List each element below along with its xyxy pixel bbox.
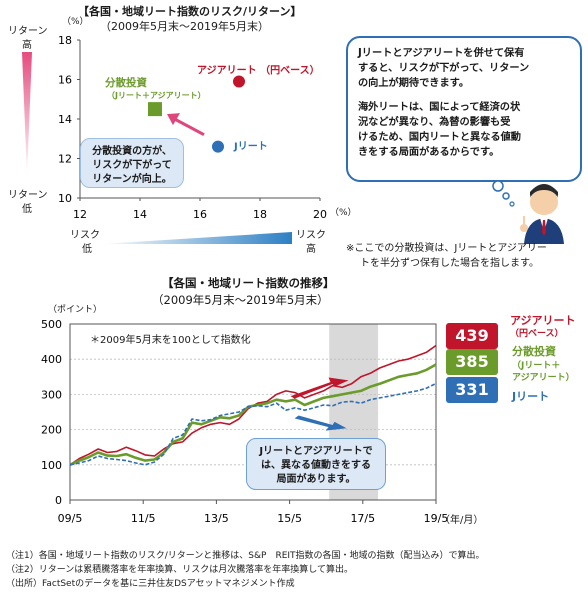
x-tick-label: 14 (133, 208, 147, 221)
y-tick-label: 500 (41, 318, 62, 331)
diversification-callout: 分散投資の方が、 リスクが下がって リターンが向上。 (80, 138, 184, 188)
x-tick-label: 17/5 (350, 512, 375, 525)
y-tick-label: 12 (58, 153, 72, 166)
y-tick-label: 14 (58, 113, 72, 126)
dist-legend-1: 分散投資 (512, 345, 556, 358)
risk-high-label-1: リスク (296, 230, 326, 241)
y-tick-label: 200 (41, 424, 62, 437)
y-tick-label: 18 (58, 34, 72, 47)
y-tick-label: 16 (58, 74, 72, 87)
callout-line-3: リターンが向上。 (92, 174, 172, 185)
return-high-label-2: 高 (22, 40, 32, 51)
y-tick-label: 300 (41, 388, 62, 401)
dist-legend-3: アジアリート） (512, 370, 575, 383)
divergence-callout: Jリートとアジアリートで は、異なる値動きをする 局面があります。 (246, 438, 386, 490)
divergence-line-3: 局面があります。 (276, 474, 356, 485)
risk-low-label-2: 低 (82, 244, 92, 255)
return-low-label-2: 低 (22, 204, 32, 215)
asia-legend-2: （円ベース） (510, 329, 564, 339)
y-tick-label: 100 (41, 459, 62, 472)
speech-line-6: けるため、国内リートと異なる値動 (358, 132, 521, 143)
asia-reit-point-label: アジアリート （円ベース） (197, 63, 320, 76)
advisor-person-icon (492, 180, 564, 244)
plot-frame (69, 323, 437, 501)
y-tick-label: 10 (58, 192, 72, 205)
diversified-point (148, 102, 162, 117)
distribution-footnote-2: トを半分ずつ保有した場合を指します。 (360, 258, 539, 269)
bottom-x-unit: （年/月） (440, 515, 484, 526)
divergence-line-1: Jリートとアジアリートで (259, 446, 373, 457)
x-tick-label: 16 (193, 208, 207, 221)
j-legend: Jリート (512, 390, 550, 403)
explanation-speech-box: Jリートとアジアリートを併せて保有 すると、リスクが下がって、リターン の向上が… (346, 36, 582, 182)
bottom-title-line1: 【各国・地域リート指数の推移】 (162, 276, 335, 290)
j-down-arrow (294, 415, 347, 431)
dist-legend-2a: （Jリート＋ (512, 361, 561, 371)
improvement-arrow-head (167, 113, 180, 126)
return-gradient-bar (22, 52, 32, 176)
note-3: （出所）FactSetのデータを基に三井住友DSアセットマネジメント作成 (6, 579, 295, 589)
x-tick-label: 12 (73, 208, 87, 221)
improvement-arrow-shaft (170, 115, 205, 136)
j-reit-line (69, 382, 437, 466)
index-note: ＊2009年5月末を100として指数化 (90, 335, 251, 346)
x-tick-label: 20 (313, 208, 327, 221)
top-title-line2: （2009年5月末～2019年5月末） (100, 20, 269, 33)
speech-line-2: すると、リスクが下がって、リターン (358, 63, 530, 74)
asia-legend-1: アジアリート (510, 314, 576, 327)
reit-index-chart: 0 100 200 300 400 500 09/5 11/5 13/5 15/5 17/5 19/5 (41, 318, 449, 525)
top-y-unit: （%） (62, 17, 89, 27)
top-x-unit: （%） (330, 208, 357, 218)
dist-legend-2: （Jリート＋ (512, 358, 560, 371)
divergence-line-2: は、異なる値動きをする (261, 460, 371, 471)
speech-line-3: の向上が期待できます。 (358, 78, 470, 89)
j-reit-point-label: Jリート (233, 141, 268, 153)
note-1: （注1）各国・地域リート指数のリスク/リターンと推移は、S&P REIT指数の各… (6, 551, 485, 561)
speech-line-4: 海外リートは、国によって経済の状 (358, 102, 521, 113)
top-title-line1: 【各国・地域リート指数のリスク/リターン】 (78, 5, 302, 18)
asia-value-badge: 439 (446, 323, 498, 349)
return-high-label-1: リターン (8, 26, 48, 37)
j-value-badge: 331 (446, 377, 498, 403)
risk-low-label-1: リスク (70, 230, 100, 241)
asia-up-arrow (290, 377, 349, 399)
y-tick-label: 400 (41, 353, 62, 366)
return-low-label-1: リターン (8, 190, 48, 201)
bottom-title-line2: （2009年5月末～2019年5月末） (152, 293, 329, 307)
speech-line-7: きをする局面があるからです。 (358, 147, 500, 158)
distribution-footnote-1: ※ここでの分散投資は、Jリートとアジアリー (346, 243, 547, 254)
x-tick-label: 13/5 (204, 512, 229, 525)
x-tick-label: 11/5 (131, 512, 156, 525)
risk-high-label-2: 高 (306, 244, 316, 255)
note-2: （注2）リターンは累積騰落率を年率換算、リスクは月次騰落率を年率換算して算出。 (6, 565, 354, 575)
j-reit-point (212, 140, 224, 153)
dist-legend-3b: ） (565, 373, 575, 383)
diversified-point-sublabel: （Jリート＋アジアリート） (107, 90, 206, 100)
speech-line-1: Jリートとアジアリートを併せて保有 (358, 48, 525, 59)
bottom-y-unit: （ポイント） (48, 305, 103, 315)
asia-reit-point (233, 75, 245, 88)
speech-line-5: 況などが異なり、為替の影響も受 (358, 117, 511, 128)
callout-line-2: リスクが下がって (92, 160, 172, 171)
x-tick-label: 09/5 (58, 512, 83, 525)
callout-line-1: 分散投資の方が、 (92, 146, 172, 157)
y-tick-label: 0 (55, 494, 62, 507)
x-tick-label: 19/5 (424, 512, 449, 525)
x-tick-label: 18 (253, 208, 267, 221)
dist-value-badge: 385 (446, 349, 498, 375)
dist-legend-3a: アジアリート (512, 373, 566, 383)
diversified-point-label: 分散投資 (105, 76, 147, 89)
x-tick-label: 15/5 (277, 512, 302, 525)
